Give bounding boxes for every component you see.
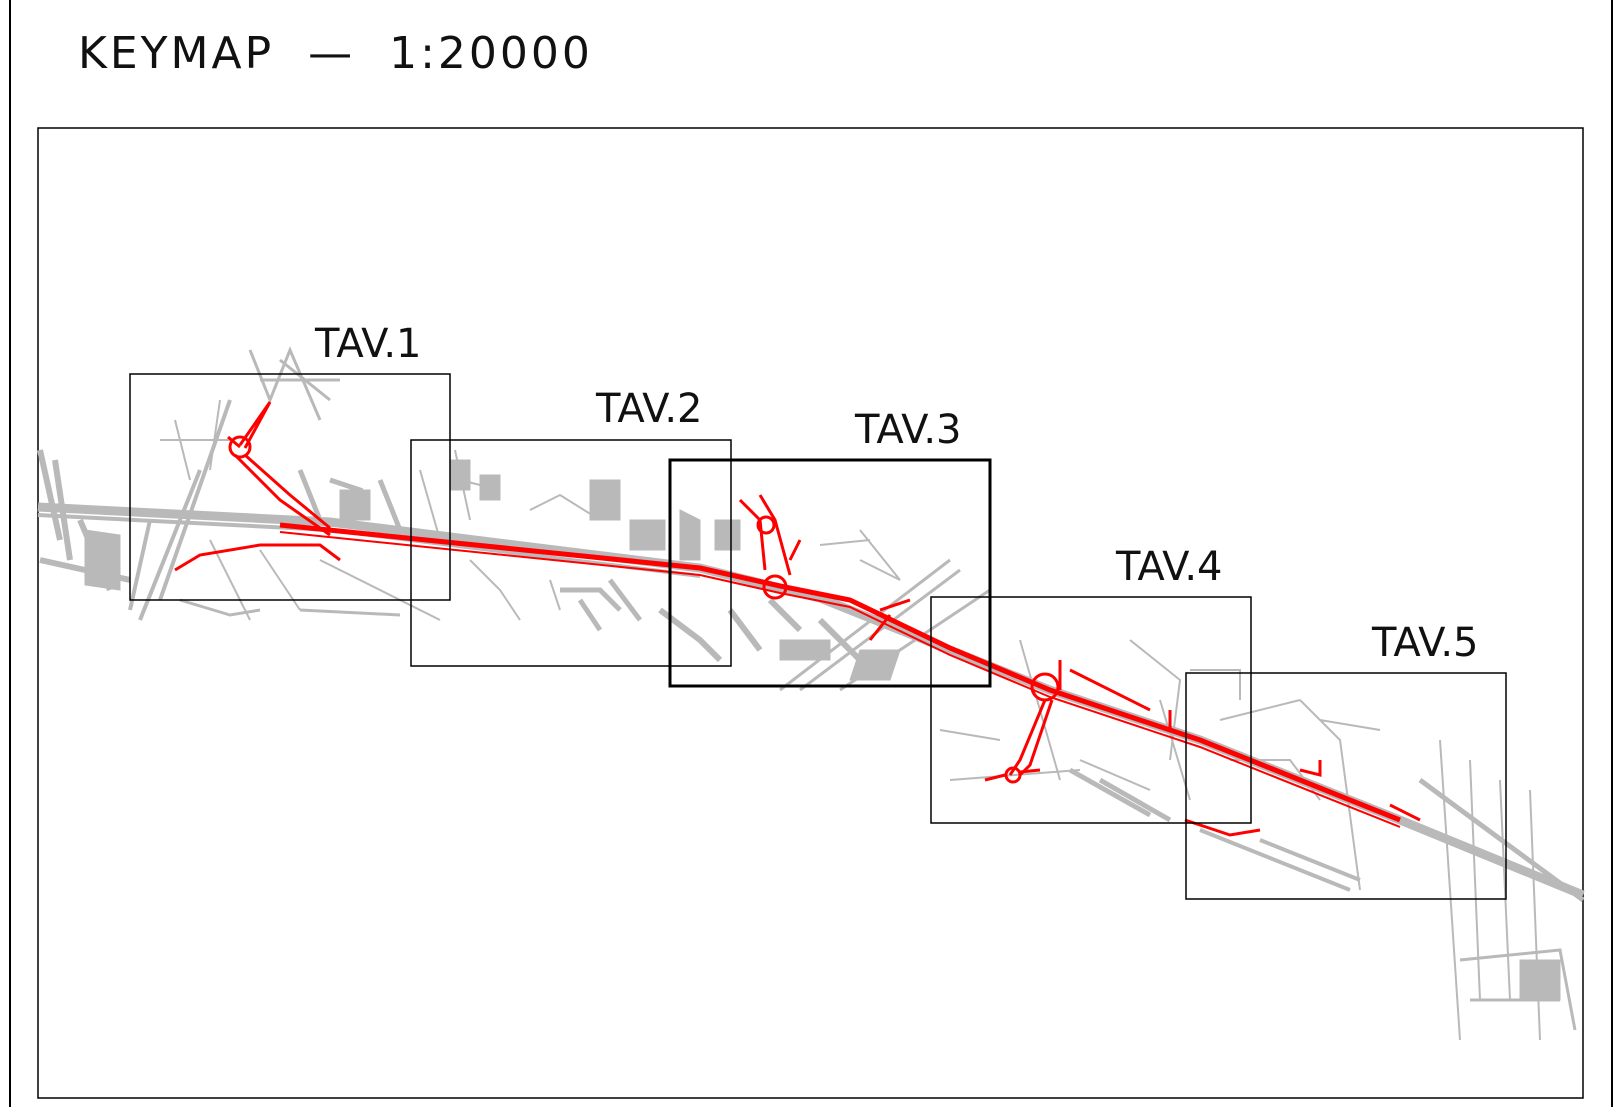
context-features [37,346,1585,1041]
map-frame [37,127,1584,1099]
roundabout-1 [228,435,252,459]
project-alignment [174,401,1421,837]
tav-2-frame[interactable] [410,439,732,667]
main-alignment [279,522,1401,823]
page-title: KEYMAP — 1:20000 [78,28,593,79]
tav-1-frame[interactable] [129,373,451,601]
tav-1-label[interactable]: TAV.1 [314,321,422,367]
roundabout-2 [756,515,776,535]
tav-5-frame[interactable] [1185,672,1507,900]
tav-4-frame[interactable] [930,596,1252,824]
ramp-north-1 [238,401,272,449]
tav-3-frame[interactable] [668,458,992,688]
tav-3-label[interactable]: TAV.3 [854,407,962,453]
tav-4-label[interactable]: TAV.4 [1115,544,1223,590]
tav-5-label[interactable]: TAV.5 [1371,620,1479,666]
roundabout-5 [1004,766,1022,784]
tav-2-label[interactable]: TAV.2 [595,386,703,432]
sheet-frames [129,373,1507,900]
roundabout-3 [762,574,788,600]
